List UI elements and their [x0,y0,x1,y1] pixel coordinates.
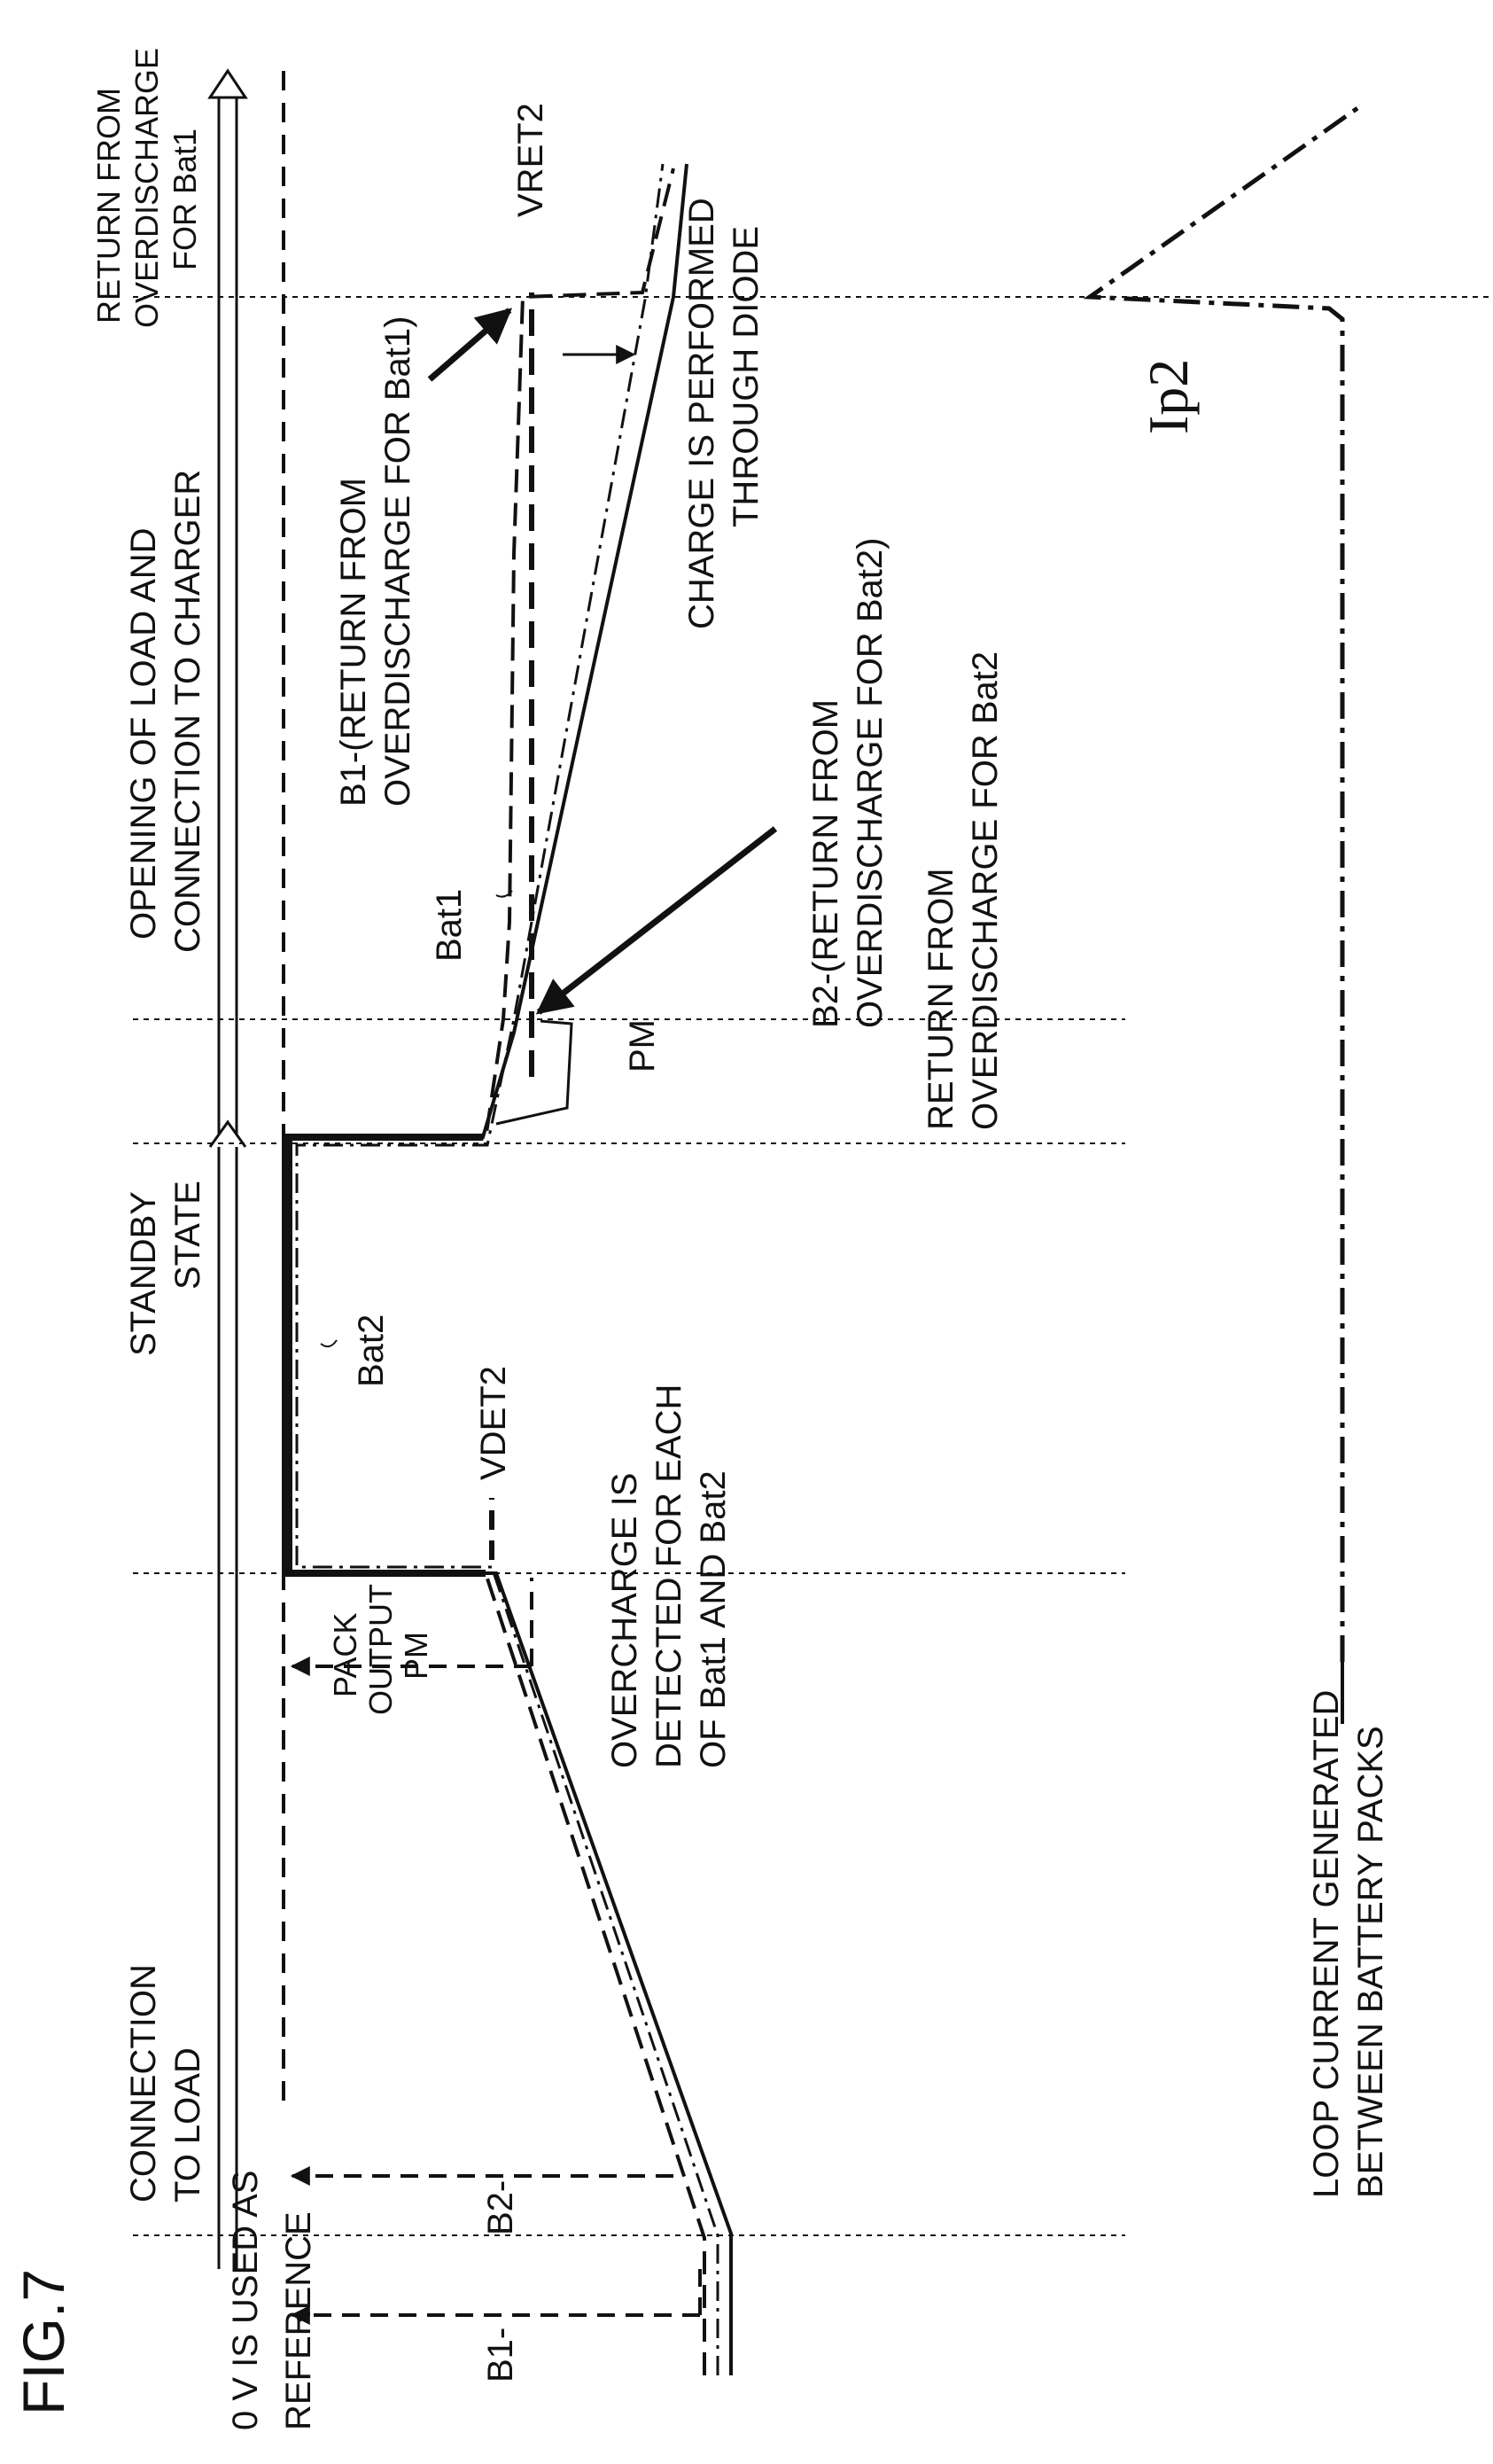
phase-label-connection-to-load: CONNECTION TO LOAD [124,1964,207,2203]
reference-line-1: 0 V IS USED AS [226,2171,265,2430]
pack-output-line-2: OUTPUT [362,1584,399,1715]
reference-label: 0 V IS USED AS REFERENCE [226,2171,318,2430]
phase-return-bat1-line-2: OVERDISCHARGE [128,48,165,328]
b2-label: B2- [481,2180,520,2235]
bat2-leader [320,1339,338,1348]
bat2-voltage-trace [295,163,719,2375]
phase-return-bat1-line-1: RETURN FROM [90,88,127,324]
phase-label-opening-and-charger: OPENING OF LOAD AND CONNECTION TO CHARGE… [124,470,207,953]
b1-return-line-1: B1-(RETURN FROM [334,478,373,807]
phase-standby-line-2: STATE [168,1181,207,1290]
loop-current-annotation: LOOP CURRENT GENERATED BETWEEN BATTERY P… [1307,1690,1390,2198]
phase-label-standby-state: STANDBY STATE [124,1181,207,1356]
b1-return-arrow [427,308,513,382]
time-boundaries [133,296,1489,2236]
overcharge-line-3: OF Bat1 AND Bat2 [694,1470,733,1768]
pack-output-line-1: PACK [327,1613,363,1697]
bat1-label: Bat1 [430,889,469,962]
loop-current-line-1: LOOP CURRENT GENERATED [1307,1690,1346,2198]
vret2-label: VRET2 [511,103,550,217]
pack-output-dimension: PACK OUTPUT PM [290,1578,533,1715]
phase-opening-line-2: CONNECTION TO CHARGER [168,470,207,953]
return-bat2-line-2: OVERDISCHARGE FOR Bat2 [966,651,1005,1130]
reference-line-2: REFERENCE [279,2211,318,2430]
return-bat2-line-1: RETURN FROM [921,868,960,1130]
b1-return-annotation: B1-(RETURN FROM OVERDISCHARGE FOR Bat1) [334,308,513,807]
pm-standby-thick [282,1134,486,1577]
phase-connection-line-2: TO LOAD [168,2047,207,2203]
pack-output-line-3: PM [398,1632,434,1680]
b2-return-line-2: OVERDISCHARGE FOR Bat2) [851,538,890,1028]
return-bat2-annotation: RETURN FROM OVERDISCHARGE FOR Bat2 [921,651,1005,1130]
time-axis-arrow [207,68,248,2269]
b2-return-line-1: B2-(RETURN FROM [806,699,845,1028]
b2-return-arrow [535,826,778,1015]
loop-current-line-2: BETWEEN BATTERY PACKS [1351,1726,1390,2198]
pm-label: PM [623,1019,662,1072]
phase-connection-line-1: CONNECTION [124,1964,163,2203]
ip2-label: Ip2 [1137,359,1200,434]
b1-return-line-2: OVERDISCHARGE FOR Bat1) [378,316,417,807]
pm-bracket [495,1019,573,1126]
charge-diode-annotation: CHARGE IS PERFORMED THROUGH DIODE [563,198,766,629]
figure-title: FIG.7 [11,2269,76,2415]
phase-standby-line-1: STANDBY [124,1191,163,1356]
vdet2-marker: VDET2 [474,1366,513,1560]
vdet2-label: VDET2 [474,1366,513,1480]
overcharge-annotation: OVERCHARGE IS DETECTED FOR EACH OF Bat1 … [605,1384,733,1768]
vret2-marker: VRET2 [511,103,550,1077]
b2-return-annotation: B2-(RETURN FROM OVERDISCHARGE FOR Bat2) [535,538,890,1028]
phase-label-return-overdischarge-bat1: RETURN FROM OVERDISCHARGE FOR Bat1 [90,48,203,328]
bat2-label: Bat2 [352,1314,391,1387]
phase-opening-line-1: OPENING OF LOAD AND [124,527,163,940]
charge-diode-line-1: CHARGE IS PERFORMED [682,198,721,629]
b1-dimension: B1- [290,2269,702,2382]
bat1-voltage-trace [282,168,706,2375]
b2-dimension: B2- [290,2166,673,2235]
overcharge-line-2: DETECTED FOR EACH [649,1384,688,1768]
loop-current-trace [1083,104,1362,1662]
bat1-leader [495,890,513,898]
charge-diode-line-2: THROUGH DIODE [727,226,766,527]
b1-label: B1- [481,2328,520,2382]
overcharge-line-1: OVERCHARGE IS [605,1473,644,1768]
phase-return-bat1-line-3: FOR Bat1 [167,129,203,270]
